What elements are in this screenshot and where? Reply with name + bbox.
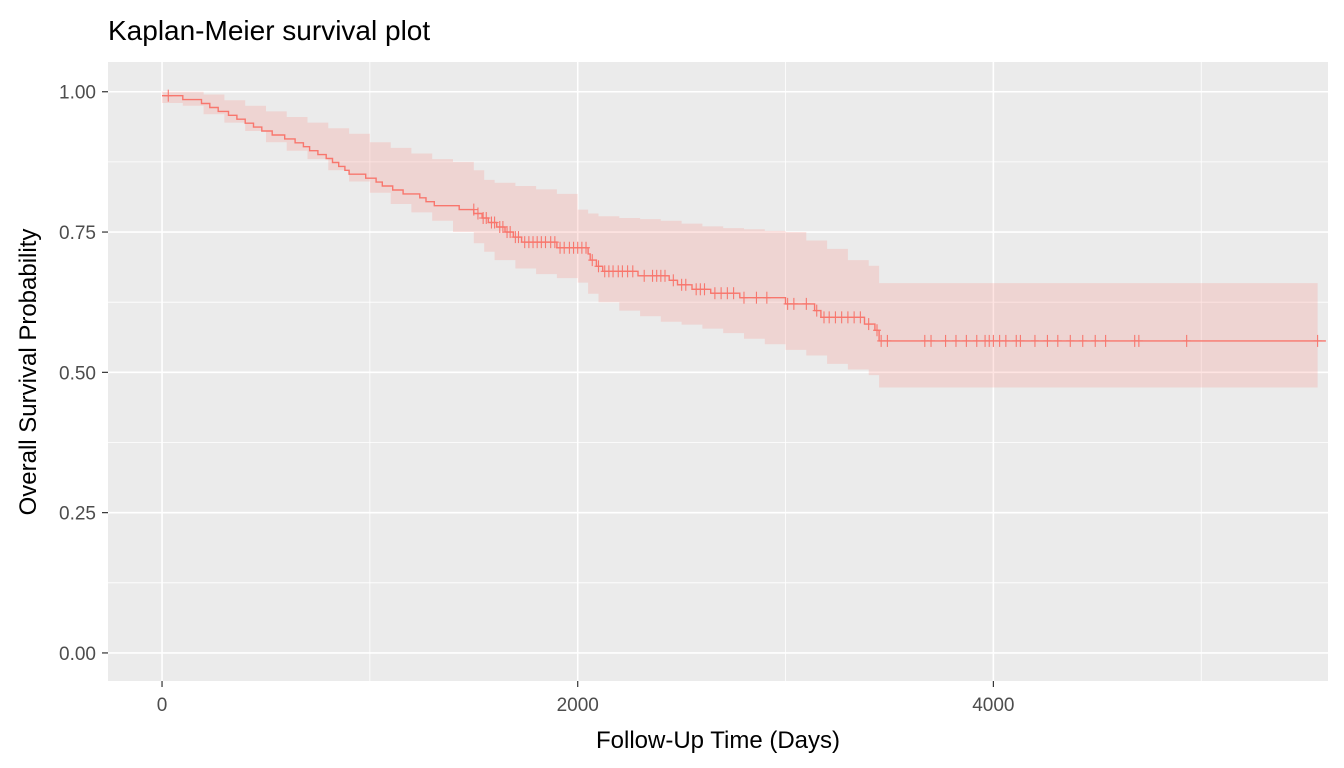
y-tick-label: 0.25 [59, 504, 96, 525]
censor-mark [1091, 334, 1100, 347]
censor-mark [661, 269, 670, 282]
censor-mark [681, 278, 690, 291]
y-tick-label: 1.00 [59, 83, 96, 104]
censor-mark [582, 241, 591, 254]
censor-mark [164, 89, 173, 102]
censor-mark [729, 287, 738, 300]
major-gridlines [108, 62, 1328, 681]
censor-mark [588, 254, 597, 267]
censor-mark [1101, 334, 1110, 347]
y-tick-label: 0.00 [59, 644, 96, 665]
survival-curve [162, 94, 1326, 342]
x-tick-label: 0 [157, 695, 168, 716]
censor-mark [490, 216, 499, 229]
y-axis-title: Overall Survival Probability [15, 229, 42, 516]
plot-panel [108, 62, 1328, 681]
censor-mark [1053, 334, 1062, 347]
censor-mark [789, 297, 798, 310]
censor-mark [1001, 334, 1010, 347]
censor-mark [864, 318, 873, 331]
x-tick-label: 4000 [972, 695, 1014, 716]
censor-mark [498, 220, 507, 233]
censor-mark [762, 291, 771, 304]
censor-mark [506, 226, 515, 239]
censor-mark [594, 260, 603, 273]
censor-mark [883, 334, 892, 347]
censor-mark [962, 334, 971, 347]
censor-mark [1030, 334, 1039, 347]
censor-mark [700, 283, 709, 296]
survival-curve-layer [162, 94, 1326, 342]
censor-mark [972, 334, 981, 347]
censor-mark [872, 324, 881, 337]
censor-mark [802, 297, 811, 310]
censor-mark [856, 311, 865, 324]
x-axis: 0 2000 4000 [157, 681, 1015, 716]
confidence-band-layer [162, 91, 1318, 388]
censor-mark [514, 231, 523, 244]
chart-title: Kaplan-Meier survival plot [108, 15, 430, 46]
censor-mark [669, 274, 678, 287]
censor-mark [482, 212, 491, 225]
minor-gridlines [108, 62, 1328, 681]
censor-mark [752, 291, 761, 304]
censor-mark [1078, 334, 1087, 347]
censor-mark [469, 203, 478, 216]
censor-marks-layer [164, 89, 1322, 347]
y-tick-label: 0.50 [59, 363, 96, 384]
x-axis-title: Follow-Up Time (Days) [596, 727, 840, 754]
censor-mark [1313, 334, 1322, 347]
confidence-band [162, 91, 1318, 388]
censor-mark [812, 304, 821, 317]
censor-mark [941, 334, 950, 347]
censor-mark [927, 334, 936, 347]
censor-mark [1016, 334, 1025, 347]
censor-mark [1043, 334, 1052, 347]
y-axis: 0.00 0.25 0.50 0.75 1.00 [59, 83, 108, 665]
censor-mark [550, 236, 559, 249]
censor-mark [739, 291, 748, 304]
censor-mark [640, 269, 649, 282]
censor-mark [1066, 334, 1075, 347]
censor-mark [951, 334, 960, 347]
censor-mark [1134, 334, 1143, 347]
y-tick-label: 0.75 [59, 223, 96, 244]
censor-mark [1182, 334, 1191, 347]
censor-mark [473, 207, 482, 220]
x-tick-label: 2000 [557, 695, 599, 716]
censor-mark [628, 265, 637, 278]
